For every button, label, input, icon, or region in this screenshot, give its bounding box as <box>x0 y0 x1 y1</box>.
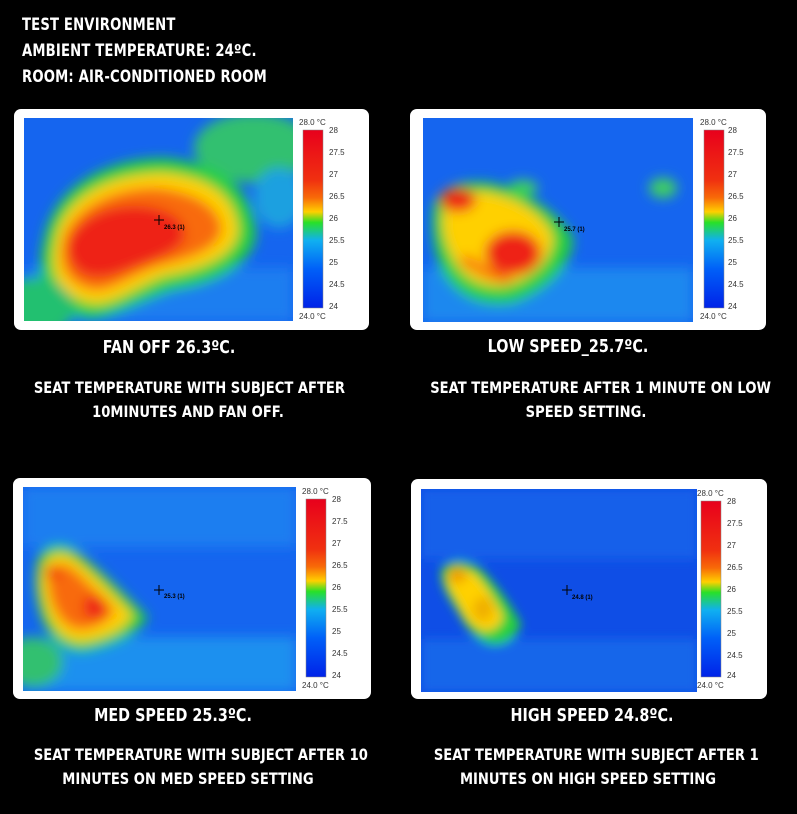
tick-label: 27.5 <box>332 517 348 526</box>
caption-description-low-speed: SEAT TEMPERATURE AFTER 1 MINUTE ON LOW S… <box>430 376 771 424</box>
caption-line: 10MINUTES AND FAN OFF. <box>92 402 284 421</box>
tick-label: 25 <box>332 627 341 636</box>
tick-label: 27 <box>728 170 737 179</box>
tick-label: 25 <box>727 629 736 638</box>
tick-label: 24.5 <box>727 651 743 660</box>
temperature-marker: 24.8 (1) <box>562 585 593 601</box>
caption-line: MINUTES ON HIGH SPEED SETTING <box>459 769 717 788</box>
tick-label: 25.5 <box>329 236 345 245</box>
tick-label: 27 <box>727 541 736 550</box>
tick-label: 26.5 <box>728 192 744 201</box>
header-title: TEST ENVIRONMENT <box>22 15 176 34</box>
tick-label: 28 <box>728 126 737 135</box>
caption-description-fan-off: SEAT TEMPERATURE WITH SUBJECT AFTER 10MI… <box>33 376 346 424</box>
tick-label: 25 <box>329 258 338 267</box>
tick-label: 24.5 <box>728 280 744 289</box>
caption-title-low-speed: LOW SPEED_25.7ºC. <box>487 337 649 357</box>
temperature-marker: 26.3 (1) <box>154 215 185 231</box>
tick-label: 27.5 <box>329 148 345 157</box>
scale-max-label: 28.0 °C <box>700 118 727 127</box>
scale-min-label: 24.0 °C <box>700 312 727 321</box>
thermal-panel-med-speed: 25.3 (1) 28.0 °C 24.0 °C 28 27.5 27 26.5 <box>13 478 371 699</box>
caption-line: SEAT TEMPERATURE WITH SUBJECT AFTER 10 <box>33 745 368 764</box>
tick-label: 28 <box>727 497 736 506</box>
test-environment-header: TEST ENVIRONMENT AMBIENT TEMPERATURE: 24… <box>22 12 328 90</box>
scale-max-label: 28.0 °C <box>697 489 724 498</box>
color-scale-high-speed: 28.0 °C 24.0 °C 28 27.5 27 26.5 26 25.5 … <box>695 489 765 697</box>
tick-label: 27 <box>329 170 338 179</box>
caption-title-high-speed: HIGH SPEED 24.8ºC. <box>510 706 674 726</box>
caption-description-med-speed: SEAT TEMPERATURE WITH SUBJECT AFTER 10 M… <box>33 743 368 791</box>
scale-min-label: 24.0 °C <box>299 312 326 321</box>
thermal-panel-fan-off: 26.3 (1) 28.0 °C 24.0 °C 28 27.5 27 26.5 <box>14 109 369 330</box>
scale-min-label: 24.0 °C <box>697 681 724 690</box>
tick-label: 25.5 <box>728 236 744 245</box>
tick-label: 24.5 <box>332 649 348 658</box>
caption-line: MINUTES ON MED SPEED SETTING <box>62 769 314 788</box>
caption-line: SEAT TEMPERATURE WITH SUBJECT AFTER 1 <box>433 745 759 764</box>
tick-label: 27 <box>332 539 341 548</box>
tick-label: 27.5 <box>728 148 744 157</box>
thermal-image-fan-off: 26.3 (1) <box>24 118 293 321</box>
tick-label: 24 <box>728 302 737 311</box>
tick-label: 26.5 <box>727 563 743 572</box>
tick-label: 24 <box>727 671 736 680</box>
scale-min-label: 24.0 °C <box>302 681 329 690</box>
caption-title-fan-off: FAN OFF 26.3ºC. <box>102 338 236 358</box>
tick-label: 26 <box>329 214 338 223</box>
color-scale-med-speed: 28.0 °C 24.0 °C 28 27.5 27 26.5 26 25.5 … <box>300 487 370 697</box>
temperature-marker: 25.3 (1) <box>154 585 185 600</box>
tick-label: 26 <box>728 214 737 223</box>
tick-label: 26 <box>727 585 736 594</box>
tick-label: 24 <box>332 671 341 680</box>
tick-label: 27.5 <box>727 519 743 528</box>
marker-reading: 24.8 (1) <box>572 595 593 601</box>
tick-label: 26.5 <box>329 192 345 201</box>
caption-line: SEAT TEMPERATURE AFTER 1 MINUTE ON LOW <box>430 378 771 397</box>
color-scale-low-speed: 28.0 °C 24.0 °C 28 27.5 27 26.5 26 25.5 … <box>698 118 764 328</box>
tick-label: 24.5 <box>329 280 345 289</box>
scale-max-label: 28.0 °C <box>302 487 329 496</box>
caption-title-med-speed: MED SPEED 25.3ºC. <box>94 706 252 726</box>
thermal-image-med-speed: 25.3 (1) <box>23 487 296 691</box>
thermal-panel-low-speed: 25.7 (1) 28.0 °C 24.0 °C 28 27.5 27 26.5 <box>410 109 766 330</box>
marker-reading: 25.3 (1) <box>164 594 185 600</box>
ambient-temperature: AMBIENT TEMPERATURE: 24ºC. <box>22 41 257 60</box>
thermal-image-high-speed: 24.8 (1) <box>421 489 697 692</box>
thermal-panel-high-speed: 24.8 (1) 28.0 °C 24.0 °C 28 27.5 27 26.5 <box>411 479 767 699</box>
marker-reading: 25.7 (1) <box>564 227 585 233</box>
tick-label: 26 <box>332 583 341 592</box>
color-scale-fan-off: 28.0 °C 24.0 °C 28 27.5 27 26.5 26 25.5 … <box>297 118 367 328</box>
tick-label: 25 <box>728 258 737 267</box>
tick-label: 25.5 <box>332 605 348 614</box>
tick-label: 28 <box>332 495 341 504</box>
marker-reading: 26.3 (1) <box>164 225 185 231</box>
tick-label: 25.5 <box>727 607 743 616</box>
caption-description-high-speed: SEAT TEMPERATURE WITH SUBJECT AFTER 1 MI… <box>433 743 759 791</box>
temperature-marker: 25.7 (1) <box>554 217 585 233</box>
scale-max-label: 28.0 °C <box>299 118 326 127</box>
caption-line: SEAT TEMPERATURE WITH SUBJECT AFTER <box>33 378 346 397</box>
tick-label: 28 <box>329 126 338 135</box>
tick-label: 24 <box>329 302 338 311</box>
tick-label: 26.5 <box>332 561 348 570</box>
caption-line: SPEED SETTING. <box>525 402 647 421</box>
room-type: ROOM: AIR-CONDITIONED ROOM <box>22 67 267 86</box>
thermal-image-low-speed: 25.7 (1) <box>423 118 693 322</box>
